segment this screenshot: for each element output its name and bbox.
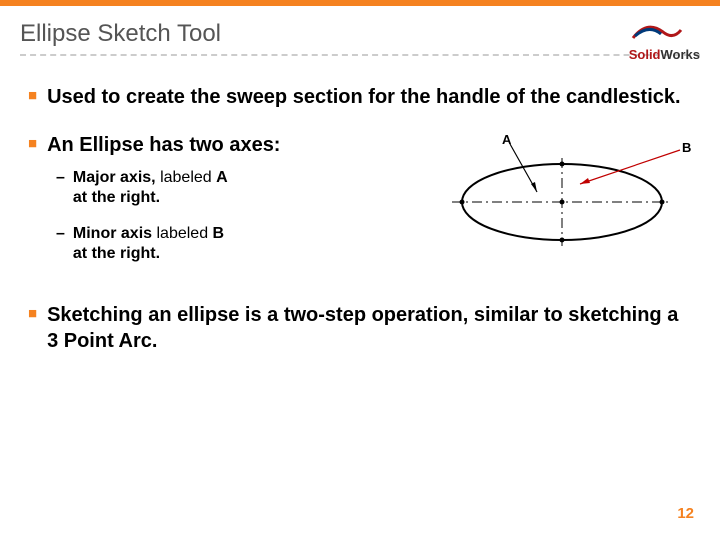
ellipse-diagram: A B: [432, 132, 692, 252]
bullet-item: ■ An Ellipse has two axes:: [28, 132, 422, 158]
axes-left: ■ An Ellipse has two axes: – Major axis,…: [28, 132, 422, 280]
sub-frag: labeled: [160, 169, 216, 186]
sub-frag: Major axis,: [73, 169, 160, 186]
page-title: Ellipse Sketch Tool: [20, 20, 720, 48]
sub-frag: Minor axis: [73, 225, 157, 242]
sub-frag: at the right.: [73, 245, 160, 262]
ellipse-diagram-svg: A B: [432, 132, 692, 252]
logo-solid-text: Solid: [629, 47, 661, 62]
square-bullet-icon: ■: [28, 84, 37, 110]
vertex-point-icon: [460, 200, 465, 205]
page-number: 12: [677, 505, 694, 522]
dash-bullet-icon: –: [56, 224, 65, 264]
arrowhead-icon: [580, 178, 590, 184]
bullet-text: Sketching an ellipse is a two-step opera…: [47, 302, 692, 354]
sub-frag: labeled: [156, 225, 212, 242]
axes-block: ■ An Ellipse has two axes: – Major axis,…: [28, 132, 692, 280]
sub-frag: B: [213, 225, 225, 242]
bullet-item: ■ Sketching an ellipse is a two-step ope…: [28, 302, 692, 354]
sub-frag: at the right.: [73, 189, 160, 206]
vertex-point-icon: [560, 162, 565, 167]
sub-list: – Major axis, labeled A at the right. – …: [28, 168, 422, 264]
logo-text: SolidWorks: [629, 48, 700, 61]
bullet-text: Used to create the sweep section for the…: [47, 84, 681, 110]
logo-works-text: Works: [661, 47, 701, 62]
square-bullet-icon: ■: [28, 132, 37, 158]
sub-text: Minor axis labeled B at the right.: [73, 224, 224, 264]
diagram-label-a: A: [502, 132, 512, 147]
sub-item: – Minor axis labeled B at the right.: [56, 224, 422, 264]
vertex-point-icon: [560, 238, 565, 243]
solidworks-logo: SolidWorks: [629, 14, 700, 61]
center-point-icon: [560, 200, 565, 205]
sub-text: Major axis, labeled A at the right.: [73, 168, 228, 208]
vertex-point-icon: [660, 200, 665, 205]
logo-swoosh-icon: [629, 14, 685, 44]
header: Ellipse Sketch Tool SolidWorks: [0, 6, 720, 66]
bullet-item: ■ Used to create the sweep section for t…: [28, 84, 692, 110]
sub-item: – Major axis, labeled A at the right.: [56, 168, 422, 208]
content: ■ Used to create the sweep section for t…: [0, 66, 720, 354]
sub-frag: A: [216, 169, 228, 186]
diagram-label-b: B: [682, 140, 691, 155]
header-divider: [20, 54, 700, 56]
bullet-text: An Ellipse has two axes:: [47, 132, 280, 158]
dash-bullet-icon: –: [56, 168, 65, 208]
square-bullet-icon: ■: [28, 302, 37, 354]
